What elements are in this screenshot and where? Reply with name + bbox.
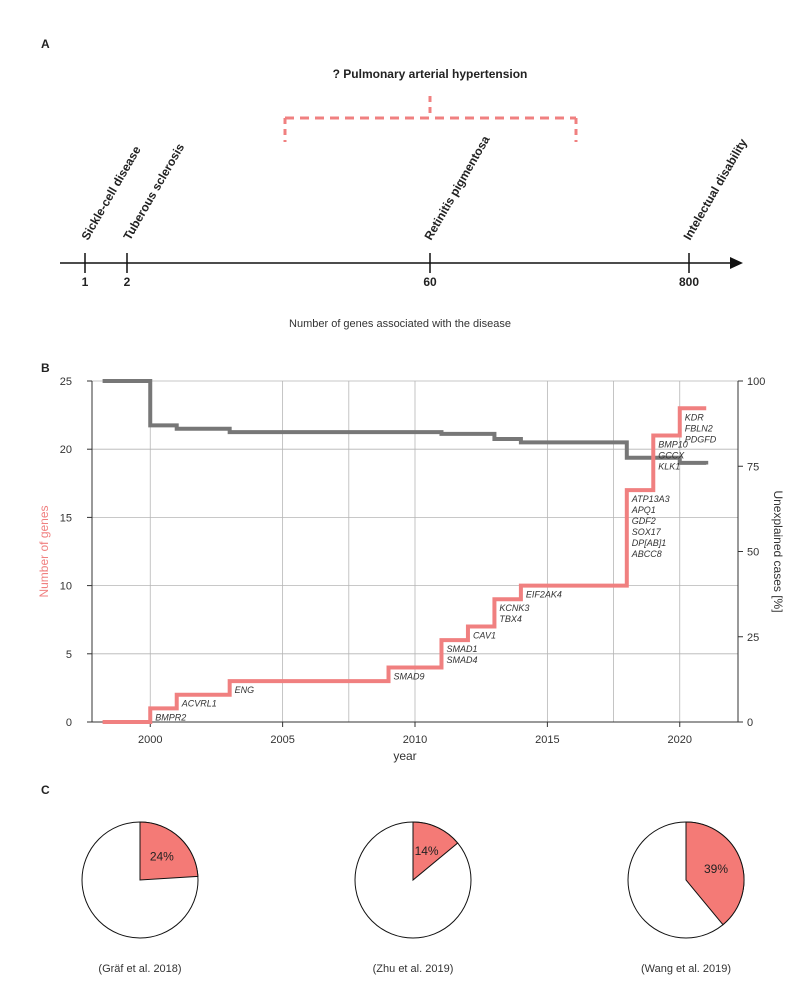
panel-label-a: A — [41, 37, 50, 51]
x-tick-label: 2000 — [138, 734, 162, 746]
gene-annotation: ACVRL1 — [181, 699, 217, 709]
gene-annotation: GDF2 — [632, 516, 656, 526]
point-value: 60 — [423, 275, 437, 289]
y-tick-label: 20 — [60, 444, 72, 456]
x-tick-label: 2010 — [403, 734, 427, 746]
unexplained-cases-line — [102, 379, 709, 465]
y2-tick-label: 50 — [747, 547, 759, 559]
gene-annotation: SMAD9 — [394, 671, 425, 681]
y2-tick-label: 75 — [747, 461, 759, 473]
gene-annotation: BMP10 — [658, 440, 688, 450]
gene-annotation: KLK1 — [658, 462, 680, 472]
y2-tick-label: 25 — [747, 632, 759, 644]
gene-annotation: ENG — [235, 685, 255, 695]
panel-b-chart: 2000 2005 2010 2015 2020 0 5 10 15 20 25 0 25 50 75 100… — [37, 376, 785, 763]
gene-annotation: FBLN2 — [685, 423, 713, 433]
gene-annotation: TBX4 — [499, 614, 522, 624]
y-axis-title: Number of genes — [37, 505, 51, 597]
panel-label-c: C — [41, 783, 50, 797]
pie-slice-label: 39% — [704, 862, 728, 876]
pie-chart: 24% (Gräf et al. 2018) — [81, 821, 199, 975]
y-tick-label: 0 — [66, 717, 72, 729]
x-axis-title: year — [393, 749, 416, 763]
point-value: 1 — [82, 275, 89, 289]
gene-annotation: EIF2AK4 — [526, 590, 562, 600]
point-value: 2 — [124, 275, 131, 289]
gene-annotation: KDR — [685, 412, 705, 422]
gene-annotation: SMAD1 — [446, 644, 477, 654]
y-tick-label: 10 — [60, 581, 72, 593]
y-tick-label: 5 — [66, 649, 72, 661]
gene-annotation: DP[AB]1 — [632, 538, 667, 548]
y2-axis-title: Unexplained cases [%] — [771, 490, 785, 612]
pie-chart: 14% (Zhu et al. 2019) — [354, 821, 472, 975]
pie-slice — [139, 821, 199, 881]
arrow-head-icon — [730, 257, 743, 269]
gene-annotation: SOX17 — [632, 527, 662, 537]
pie-caption: (Gräf et al. 2018) — [98, 963, 181, 975]
panel-c-pies: 24% (Gräf et al. 2018) 14% (Zhu et al. 2019… — [81, 821, 745, 975]
pie-slice-label: 24% — [150, 850, 174, 864]
x-tick-label: 2020 — [668, 734, 692, 746]
gene-annotation: PDGFD — [685, 434, 717, 444]
pah-title: ? Pulmonary arterial hypertension — [333, 67, 528, 81]
panel-label-b: B — [41, 361, 50, 375]
pie-caption: (Zhu et al. 2019) — [373, 963, 454, 975]
gene-annotation: GCCX — [658, 451, 685, 461]
point-disease: Intelectual disability — [680, 136, 750, 243]
pah-bracket — [283, 96, 578, 142]
y2-tick-label: 100 — [747, 376, 765, 388]
gene-annotation: ATP13A3 — [631, 494, 670, 504]
point-800: 800 Intelectual disability — [679, 136, 750, 289]
pie-caption: (Wang et al. 2019) — [641, 963, 731, 975]
x-tick-label: 2015 — [535, 734, 559, 746]
y-tick-label: 15 — [60, 512, 72, 524]
gene-annotation: APQ1 — [631, 505, 656, 515]
gene-annotation: BMPR2 — [155, 712, 186, 722]
gene-annotation: ABCC8 — [631, 549, 662, 559]
pie-slice — [412, 821, 459, 882]
gene-annotation: SMAD4 — [446, 655, 477, 665]
point-60: 60 Retinitis pigmentosa — [421, 133, 492, 289]
pie-slice-label: 14% — [415, 844, 439, 858]
x-tick-label: 2005 — [270, 734, 294, 746]
pie-chart: 39% (Wang et al. 2019) — [627, 821, 745, 975]
gene-count-line — [102, 406, 707, 724]
panel-a: ? Pulmonary arterial hypertension 1 Sick… — [60, 67, 750, 330]
gene-annotation: CAV1 — [473, 631, 496, 641]
y2-tick-label: 0 — [747, 717, 753, 729]
y-tick-label: 25 — [60, 376, 72, 388]
point-value: 800 — [679, 275, 699, 289]
pie-slice — [685, 821, 745, 926]
gene-annotation: KCNK3 — [499, 603, 529, 613]
point-disease: Retinitis pigmentosa — [421, 133, 492, 242]
panel-a-axis-label: Number of genes associated with the dise… — [289, 318, 511, 330]
